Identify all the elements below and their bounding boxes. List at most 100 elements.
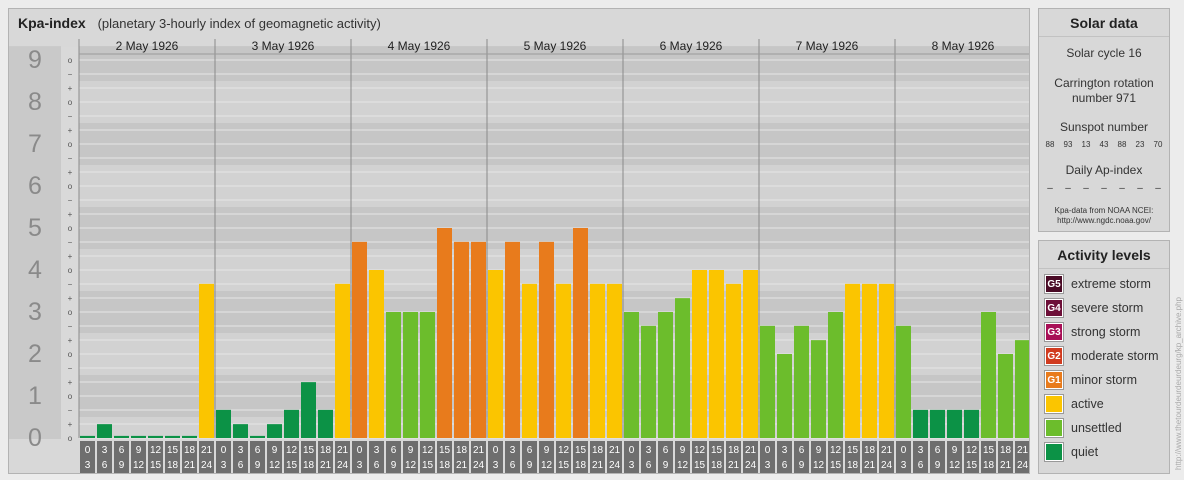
interval-start-label: 0 bbox=[629, 445, 635, 456]
kp-bar bbox=[182, 435, 197, 438]
interval-cell bbox=[97, 441, 112, 473]
legend-swatch bbox=[1044, 394, 1064, 414]
legend-swatch: G5 bbox=[1044, 274, 1064, 294]
interval-cell bbox=[556, 441, 571, 473]
interval-start-label: 21 bbox=[473, 445, 485, 456]
day-label: 5 May 1926 bbox=[524, 39, 587, 53]
interval-end-label: 6 bbox=[374, 460, 380, 471]
interval-end-label: 18 bbox=[439, 460, 451, 471]
solar-data-title: Solar data bbox=[1039, 9, 1169, 37]
interval-end-label: 21 bbox=[320, 460, 332, 471]
interval-cell bbox=[658, 441, 673, 473]
interval-cell bbox=[981, 441, 996, 473]
interval-end-label: 18 bbox=[303, 460, 315, 471]
interval-cell bbox=[743, 441, 758, 473]
interval-end-label: 18 bbox=[575, 460, 587, 471]
interval-end-label: 9 bbox=[935, 460, 941, 471]
kp-bar bbox=[335, 283, 350, 438]
ap-value: – bbox=[1119, 183, 1125, 194]
kp-bar bbox=[250, 435, 265, 438]
interval-cell bbox=[913, 441, 928, 473]
y-minor-tick-label: + bbox=[68, 420, 73, 429]
interval-start-label: 3 bbox=[510, 445, 516, 456]
interval-start-label: 21 bbox=[609, 445, 621, 456]
interval-end-label: 12 bbox=[269, 460, 281, 471]
interval-start-label: 21 bbox=[881, 445, 893, 456]
interval-start-label: 0 bbox=[357, 445, 363, 456]
interval-start-label: 9 bbox=[952, 445, 958, 456]
ap-index-values: – – – – – – – bbox=[1039, 177, 1169, 194]
legend-item-quiet: quiet bbox=[1044, 442, 1169, 462]
kp-bar bbox=[981, 312, 996, 438]
y-minor-tick-label: − bbox=[68, 112, 73, 121]
interval-end-label: 3 bbox=[221, 460, 227, 471]
interval-start-label: 12 bbox=[286, 445, 298, 456]
kp-bar bbox=[97, 424, 112, 438]
interval-cell bbox=[114, 441, 129, 473]
kp-bar bbox=[403, 312, 418, 438]
interval-start-label: 18 bbox=[1000, 445, 1012, 456]
interval-cell bbox=[488, 441, 503, 473]
interval-start-label: 21 bbox=[337, 445, 349, 456]
ap-value: – bbox=[1047, 183, 1053, 194]
interval-start-label: 3 bbox=[374, 445, 380, 456]
interval-cell bbox=[811, 441, 826, 473]
kp-bar bbox=[658, 312, 673, 438]
kp-bar bbox=[692, 270, 707, 438]
kp-bar bbox=[318, 409, 333, 438]
interval-cell bbox=[607, 441, 622, 473]
y-tick-label: 3 bbox=[28, 298, 42, 326]
kp-bar bbox=[862, 283, 877, 438]
interval-end-label: 21 bbox=[728, 460, 740, 471]
interval-start-label: 15 bbox=[983, 445, 995, 456]
interval-cell bbox=[318, 441, 333, 473]
interval-end-label: 24 bbox=[881, 460, 893, 471]
solar-cycle: Solar cycle 16 bbox=[1066, 46, 1142, 60]
interval-end-label: 18 bbox=[847, 460, 859, 471]
y-minor-tick-label: o bbox=[68, 56, 73, 65]
y-minor-tick-label: + bbox=[68, 168, 73, 177]
interval-end-label: 12 bbox=[133, 460, 145, 471]
sunspot-value: 88 bbox=[1045, 140, 1055, 149]
interval-cell bbox=[947, 441, 962, 473]
interval-cell bbox=[726, 441, 741, 473]
interval-start-label: 9 bbox=[272, 445, 278, 456]
interval-start-label: 0 bbox=[493, 445, 499, 456]
chart-title: Kpa-index (planetary 3-hourly index of g… bbox=[18, 15, 381, 31]
solar-data-panel: Solar data Solar cycle 16 Carrington rot… bbox=[1038, 8, 1170, 232]
interval-start-label: 12 bbox=[150, 445, 162, 456]
y-minor-tick-label: − bbox=[68, 154, 73, 163]
interval-end-label: 21 bbox=[1000, 460, 1012, 471]
kp-bar bbox=[437, 228, 452, 438]
interval-cell bbox=[250, 441, 265, 473]
kp-bar bbox=[930, 409, 945, 438]
interval-start-label: 9 bbox=[680, 445, 686, 456]
interval-end-label: 9 bbox=[799, 460, 805, 471]
kp-bar bbox=[284, 409, 299, 438]
interval-end-label: 24 bbox=[745, 460, 757, 471]
day-label: 7 May 1926 bbox=[796, 39, 859, 53]
data-source-link[interactable]: http://www.ngdc.noaa.gov/ bbox=[1057, 216, 1151, 225]
kp-bar bbox=[233, 424, 248, 438]
kp-bar bbox=[879, 283, 894, 438]
interval-end-label: 9 bbox=[391, 460, 397, 471]
interval-cell bbox=[998, 441, 1013, 473]
interval-cell bbox=[199, 441, 214, 473]
kp-bar bbox=[624, 312, 639, 438]
interval-cell bbox=[1015, 441, 1029, 473]
interval-end-label: 24 bbox=[337, 460, 349, 471]
y-minor-tick-label: o bbox=[68, 434, 73, 443]
kp-bar bbox=[488, 270, 503, 438]
interval-cell bbox=[522, 441, 537, 473]
interval-cell bbox=[539, 441, 554, 473]
interval-end-label: 24 bbox=[609, 460, 621, 471]
kp-bar bbox=[301, 382, 316, 438]
interval-cell bbox=[760, 441, 775, 473]
interval-end-label: 24 bbox=[473, 460, 485, 471]
interval-cell bbox=[386, 441, 401, 473]
y-tick-label: 8 bbox=[28, 88, 42, 116]
kp-bar bbox=[199, 283, 214, 438]
kp-bar bbox=[80, 435, 95, 438]
interval-cell bbox=[352, 441, 367, 473]
interval-end-label: 12 bbox=[813, 460, 825, 471]
